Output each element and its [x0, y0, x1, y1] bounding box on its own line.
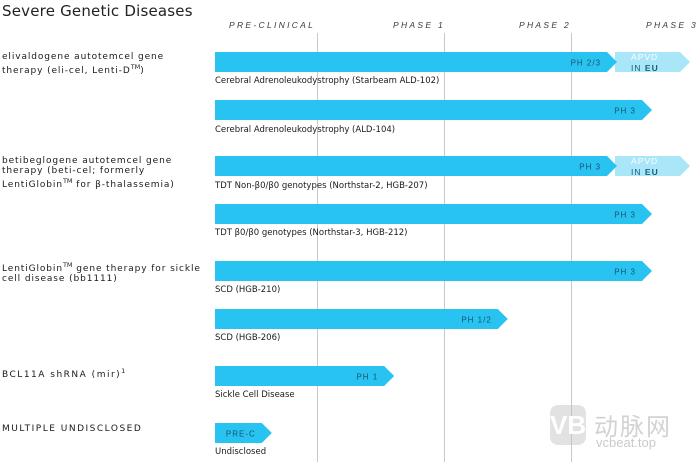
program-name: betibeglogene autotemcel gene therapy (b…	[2, 156, 173, 190]
stage-label: PH 1	[356, 373, 378, 382]
stage-label: PH 2/3	[571, 59, 601, 68]
phase-header-phase1: PHASE 1	[393, 20, 446, 30]
phase-header-phase2: PHASE 2	[519, 20, 572, 30]
watermark-logo: VB	[550, 405, 586, 445]
stage-label: PH 3	[614, 211, 636, 220]
program-lentiglobin-scd: LentiGlobinTM gene therapy for sickle ce…	[2, 260, 202, 284]
stage-bar	[215, 423, 272, 443]
approval-extension	[615, 52, 690, 72]
program-name: BCL11A shRNA (mir)	[2, 370, 122, 380]
stage-label: PRE-C	[226, 430, 256, 439]
stage-bar	[215, 52, 618, 72]
watermark: VB 动脉网 vcbeat.top	[550, 405, 698, 457]
program-beti-cel: betibeglogene autotemcel gene therapy (b…	[2, 156, 202, 190]
pipeline-bar-1: PH 3	[215, 100, 652, 120]
approval-label: APVD	[631, 52, 658, 62]
pipeline-bar-7: PRE-C	[215, 423, 272, 443]
stage-bar	[215, 156, 618, 176]
program-name-after: )	[140, 66, 145, 76]
program-sup: TM	[62, 177, 73, 185]
stage-bar	[215, 261, 652, 281]
phase-divider-3	[571, 33, 572, 462]
watermark-url: vcbeat.top	[596, 435, 656, 450]
approval-label: APVD	[631, 156, 658, 166]
phase-header-preclinical: PRE-CLINICAL	[229, 20, 316, 30]
program-name: elivaldogene autotemcel gene therapy (el…	[2, 52, 165, 76]
approval-region: IN EU	[631, 167, 659, 177]
indication-label: Cerebral Adrenoleukodystrophy (Starbeam …	[215, 76, 440, 86]
stage-label: PH 3	[614, 268, 636, 277]
approval-extension	[615, 156, 690, 176]
indication-label: Sickle Cell Disease	[215, 390, 295, 400]
program-sup: 1	[121, 367, 126, 375]
program-eli-cel: elivaldogene autotemcel gene therapy (el…	[2, 52, 202, 76]
indication-label: Cerebral Adrenoleukodystrophy (ALD-104)	[215, 125, 396, 135]
pipeline-bar-5: PH 1/2	[215, 309, 508, 329]
phase-divider-2	[444, 33, 445, 462]
pipeline-bar-6: PH 1	[215, 366, 395, 386]
stage-bar	[215, 309, 508, 329]
page-title: Severe Genetic Diseases	[2, 2, 193, 20]
stage-label: PH 3	[579, 163, 601, 172]
program-bcl11a: BCL11A shRNA (mir)1	[2, 366, 202, 380]
program-name-after: for β-thalassemia)	[72, 180, 175, 190]
indication-label: Undisclosed	[215, 447, 267, 457]
indication-label: SCD (HGB-210)	[215, 285, 281, 295]
indication-label: TDT β0/β0 genotypes (Northstar-3, HGB-21…	[215, 228, 408, 238]
pipeline-bar-4: PH 3	[215, 261, 652, 281]
program-sup: TM	[62, 261, 73, 269]
stage-bar	[215, 204, 652, 224]
indication-label: SCD (HGB-206)	[215, 333, 281, 343]
program-name-after: gene therapy for sickle cell disease (bb…	[2, 264, 201, 284]
indication-label: TDT Non-β0/β0 genotypes (Northstar-2, HG…	[215, 181, 428, 191]
program-name: LentiGlobin	[2, 264, 63, 274]
stage-label: PH 1/2	[461, 316, 491, 325]
stage-label: PH 3	[614, 107, 636, 116]
watermark-text: 动脉网	[594, 414, 672, 441]
program-name: MULTIPLE UNDISCLOSED	[2, 424, 143, 434]
phase-header-phase3: PHASE 3	[646, 20, 699, 30]
stage-bar	[215, 100, 652, 120]
program-undisclosed: MULTIPLE UNDISCLOSED	[2, 424, 202, 434]
pipeline-bar-3: PH 3	[215, 204, 652, 224]
approval-region-strong: EU	[645, 167, 659, 177]
program-sup: TM	[130, 63, 141, 71]
phase-divider-1	[317, 33, 318, 462]
approval-region: IN EU	[631, 63, 659, 73]
stage-bar	[215, 366, 395, 386]
approval-region-strong: EU	[645, 63, 659, 73]
